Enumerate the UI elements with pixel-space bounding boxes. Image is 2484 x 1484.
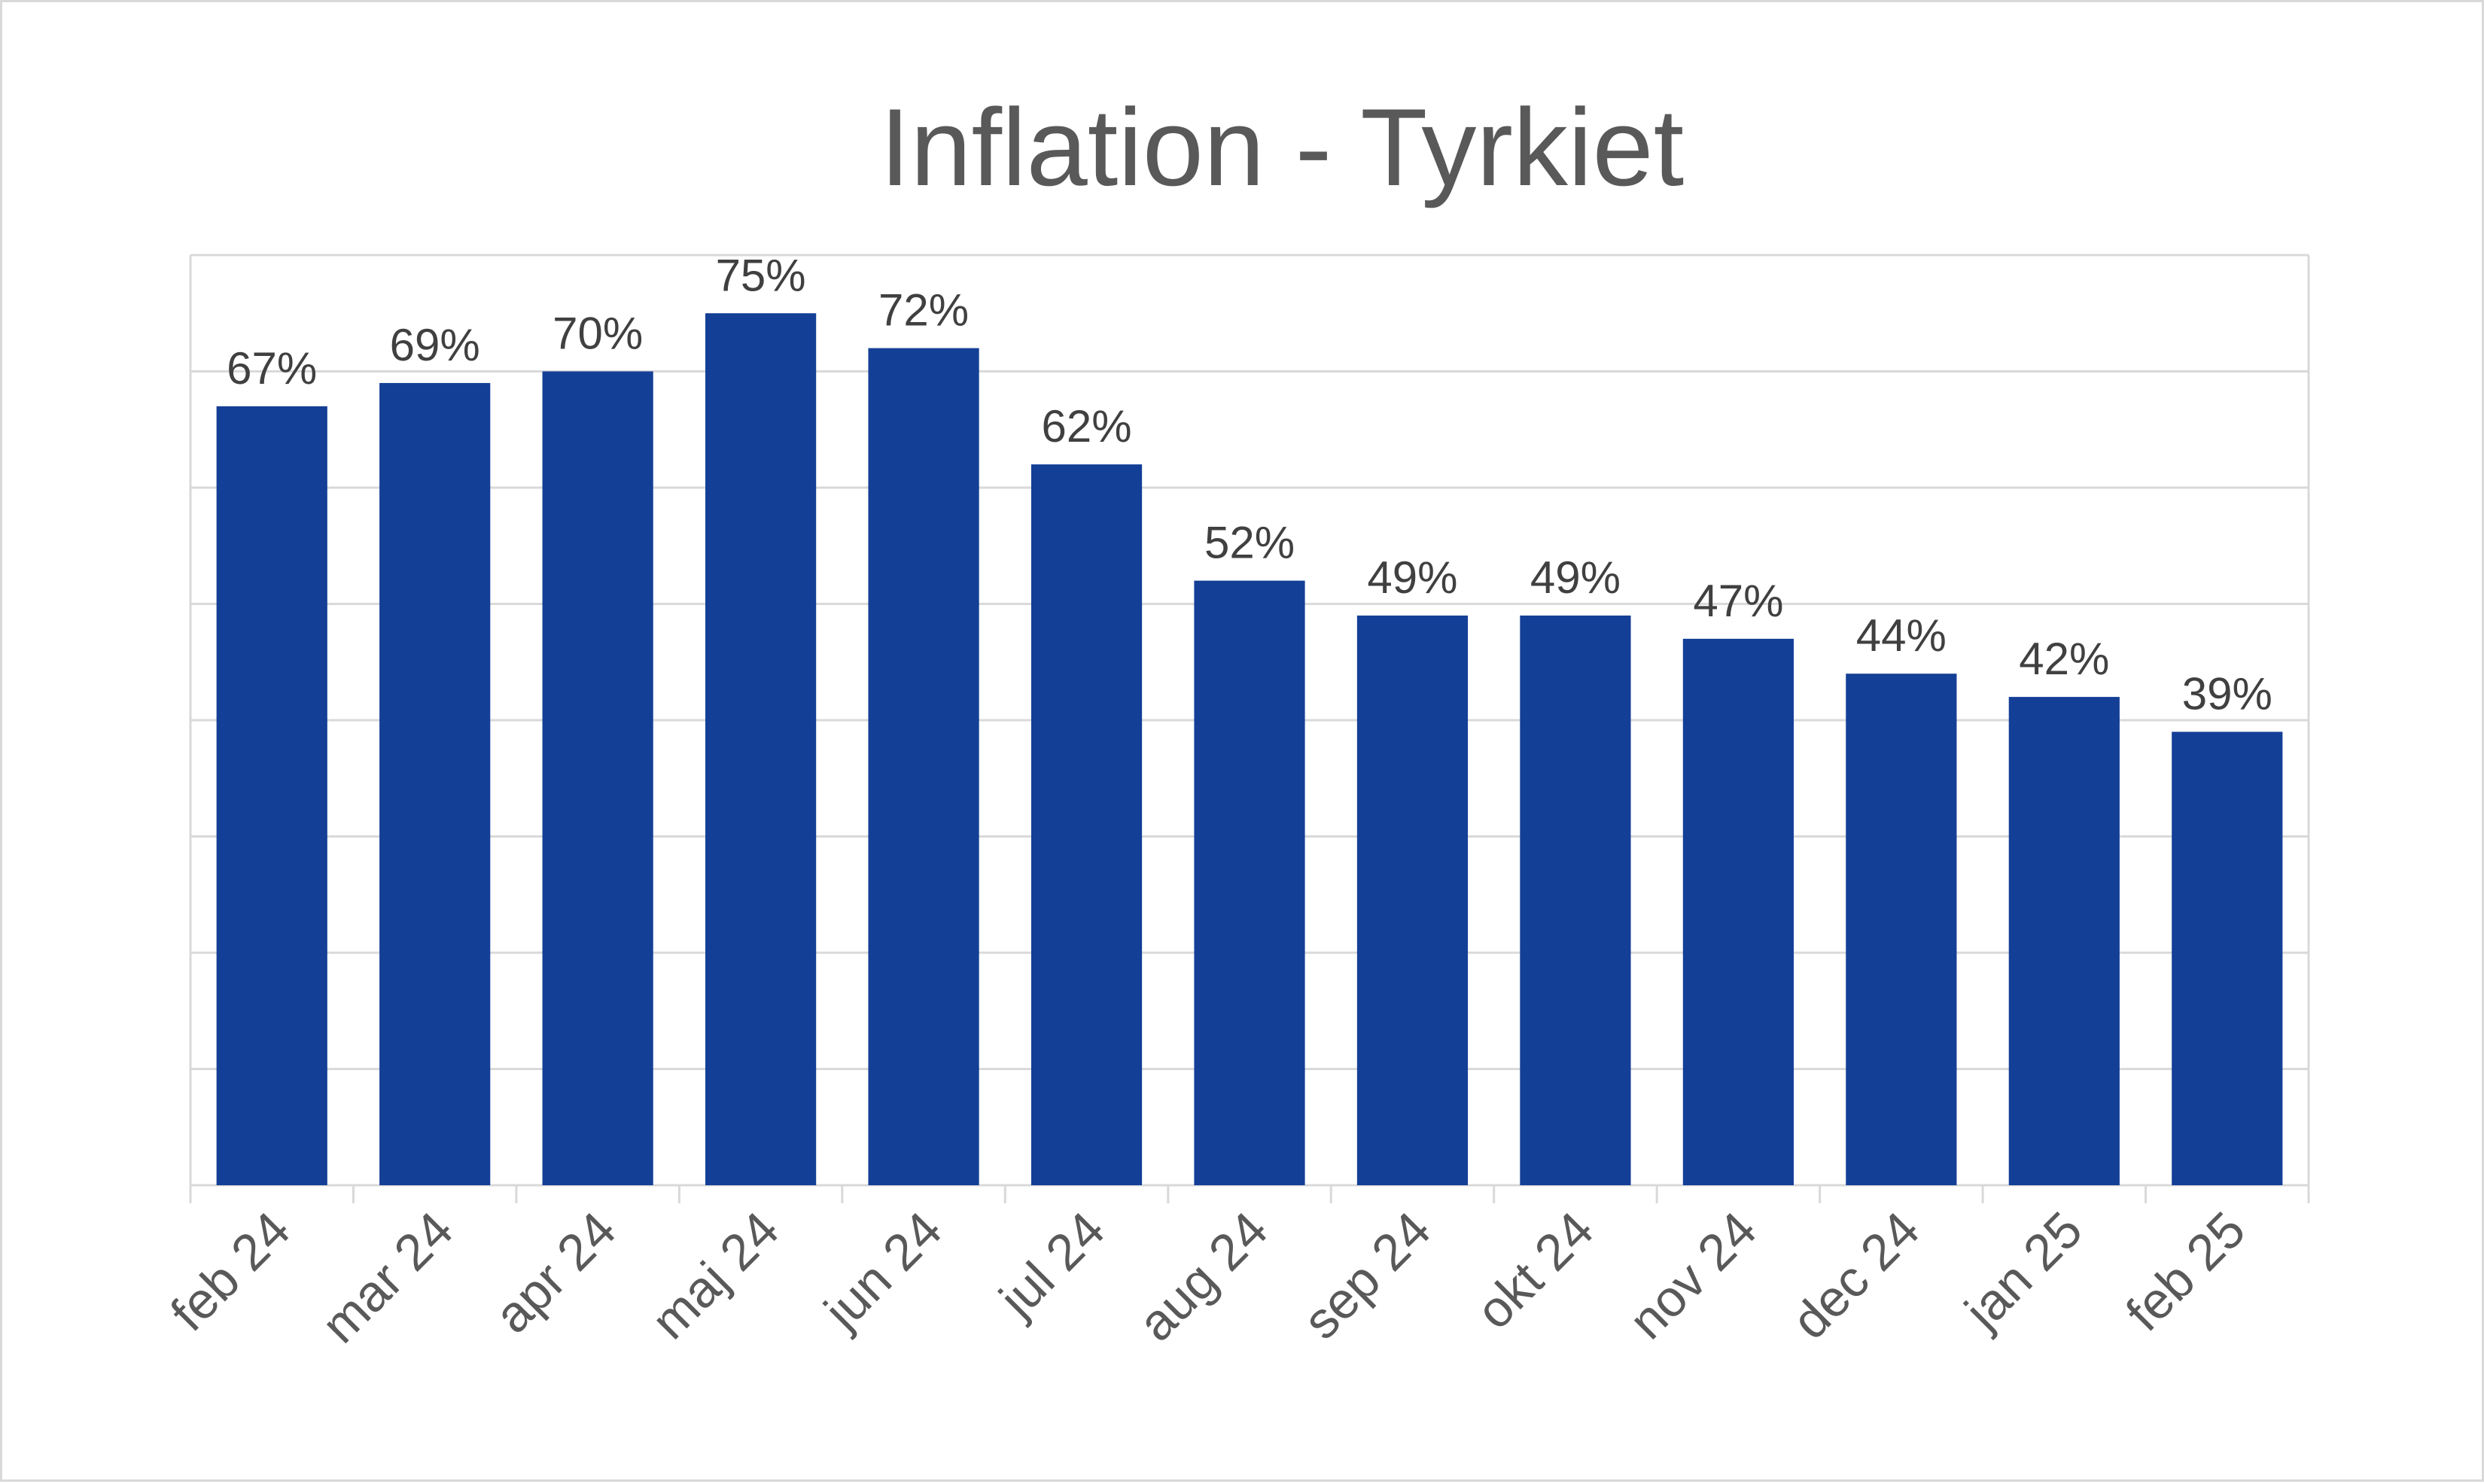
bar	[705, 313, 817, 1185]
data-labels: 67% 69% 70% 75% 72% 62% 52% 49% 49% 47% 44% 42% 39%	[227, 250, 2272, 719]
data-label: 42%	[2019, 634, 2109, 684]
x-tick-label: dec 24	[1781, 1201, 1930, 1350]
bar	[1356, 615, 1469, 1185]
data-label: 72%	[878, 285, 969, 336]
x-tick-label: apr 24	[484, 1201, 627, 1344]
x-tick-label: mar 24	[311, 1201, 464, 1354]
data-label: 52%	[1204, 518, 1295, 568]
data-label: 49%	[1530, 552, 1621, 603]
bar	[1030, 464, 1143, 1185]
bar	[2172, 731, 2283, 1185]
x-axis: feb 24 mar 24 apr 24 maj 24 jun 24 jul 24 aug …	[160, 1185, 2310, 1354]
bar	[2008, 697, 2120, 1185]
x-tick-label: nov 24	[1618, 1201, 1767, 1350]
bar	[1194, 580, 1305, 1185]
x-tick-label: maj 24	[641, 1201, 790, 1350]
bar	[1682, 638, 1794, 1185]
x-tick-label: feb 25	[2115, 1201, 2256, 1342]
x-tick-label: aug 24	[1128, 1201, 1279, 1352]
data-label: 49%	[1367, 552, 1457, 603]
data-label: 67%	[227, 343, 317, 394]
x-tick-label: sep 24	[1292, 1201, 1441, 1350]
bar	[216, 406, 327, 1185]
data-label: 44%	[1856, 610, 1947, 661]
x-tick-label: jan 25	[1953, 1201, 2093, 1341]
data-label: 62%	[1041, 401, 1131, 452]
data-label: 70%	[553, 309, 643, 359]
bar	[868, 348, 979, 1186]
x-tick-label: okt 24	[1466, 1201, 1605, 1340]
bar	[1846, 674, 1957, 1185]
chart-title: Inflation - Tyrkiet	[879, 86, 1685, 208]
bar	[1520, 615, 1631, 1185]
data-label: 69%	[390, 320, 480, 370]
bars	[216, 313, 2283, 1186]
x-tick-label: jun 24	[813, 1201, 953, 1341]
bar	[542, 371, 653, 1185]
data-label: 47%	[1693, 576, 1783, 626]
bar	[379, 382, 491, 1186]
x-tick-label: feb 24	[160, 1201, 300, 1342]
x-tick-label: jul 24	[988, 1201, 1116, 1329]
data-label: 75%	[716, 250, 806, 300]
data-label: 39%	[2182, 668, 2272, 719]
